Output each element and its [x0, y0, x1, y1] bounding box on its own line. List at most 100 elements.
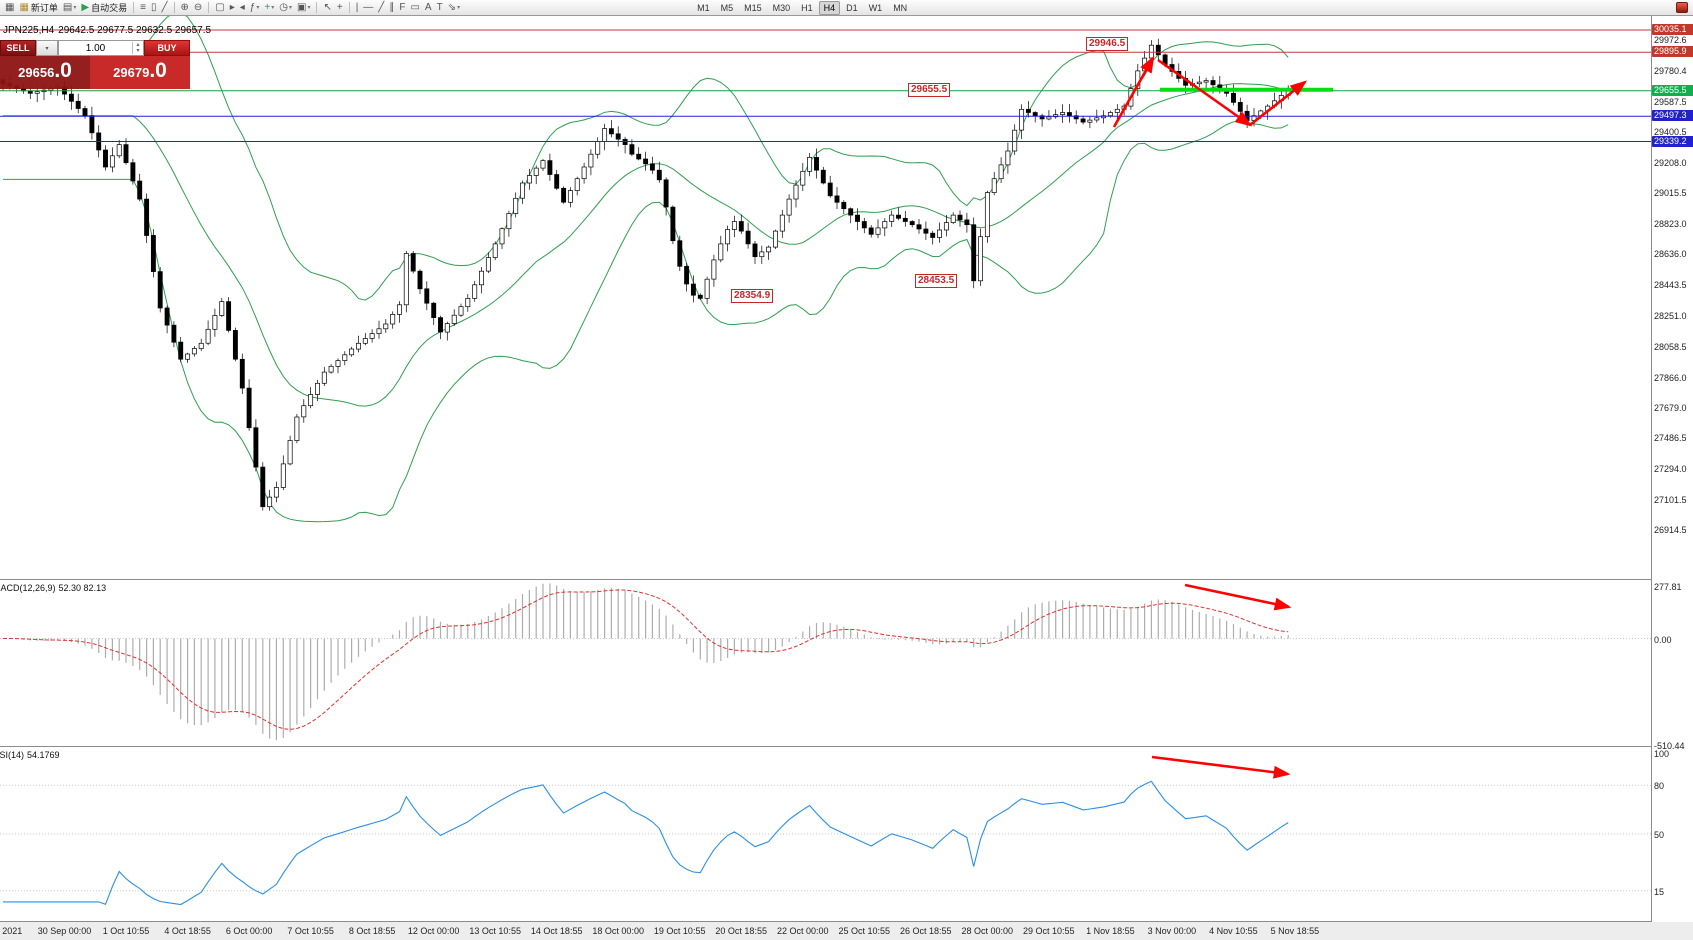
auto-trading-button[interactable]: ▶ 自动交易	[79, 1, 129, 15]
axis-tick-label: 0.00	[1654, 634, 1672, 645]
text-label-icon[interactable]: T	[435, 1, 445, 15]
toolbar-separator	[173, 2, 175, 13]
new-order-button[interactable]: ▦ 新订单	[17, 1, 59, 15]
chart-shift-icon[interactable]: ◂	[238, 1, 247, 15]
rsi-label: RSI(14)54.1769	[0, 750, 63, 760]
price-callout[interactable]: 28453.5	[915, 274, 958, 288]
macd-panel[interactable]: MACD(12,26,9)52.30 82.13	[0, 580, 1652, 746]
buy-price-display[interactable]: 29679.0	[90, 56, 190, 89]
fibonacci-icon[interactable]: F	[397, 1, 407, 15]
sell-price-display[interactable]: 29656.0	[0, 56, 90, 89]
horizontal-line-icon[interactable]: ―	[361, 1, 375, 15]
bar-chart-icon[interactable]: ≡	[138, 1, 148, 15]
zoom-in-icon[interactable]: ⊕	[179, 1, 191, 15]
axis-tick-label: 28636.0	[1654, 249, 1687, 260]
price-callout[interactable]: 29655.5	[908, 83, 951, 97]
stepper-up-icon[interactable]: ▴	[136, 42, 140, 48]
panel-separator	[0, 921, 1693, 922]
price-callout[interactable]: 28354.9	[731, 289, 774, 303]
rsi-panel[interactable]: RSI(14)54.1769	[0, 747, 1652, 921]
sell-price-int: 29656	[18, 65, 55, 80]
time-tick-label: 19 Oct 10:55	[653, 926, 706, 936]
time-axis[interactable]: Sep 2021 30 Sep 00:00 1 Oct 10:55 4 Oct 18:…	[0, 922, 1693, 940]
timeframe-group: M1 M5 M15 M30 H1 H4 D1 W1 MN	[692, 0, 912, 15]
time-tick-label: 6 Oct 00:00	[225, 926, 273, 936]
time-tick-label: 1 Oct 10:55	[102, 926, 150, 936]
horizontal-price-lines	[0, 29, 1652, 142]
rsi-name: RSI(14)	[0, 750, 25, 760]
axis-tick-label: 29400.5	[1654, 126, 1687, 137]
price-chart[interactable]	[0, 11, 1652, 579]
trendline-icon[interactable]: ╱	[376, 1, 386, 15]
arrow-objects-icon[interactable]: ⇘ ▾	[446, 1, 462, 15]
stepper-down-icon[interactable]: ▾	[136, 48, 140, 54]
timeframe-m15-button[interactable]: M15	[744, 2, 762, 13]
price-callout[interactable]: 29946.5	[1086, 37, 1129, 51]
macd-signal-line	[3, 589, 1289, 730]
volume-stepper[interactable]: ▴ ▾	[132, 42, 143, 54]
time-tick-label: 30 Sep 00:00	[37, 926, 92, 936]
equidistant-channel-icon[interactable]: ∥	[387, 1, 396, 15]
timeframe-h1-button[interactable]: H1	[801, 2, 813, 13]
chevron-down-icon: ▾	[307, 5, 311, 11]
volume-field[interactable]: ▴▾	[58, 40, 144, 56]
axis-tick-label: 27486.5	[1654, 433, 1687, 444]
indicators-icon[interactable]: ƒ ▾	[248, 1, 262, 15]
time-tick-label: Sep 2021	[0, 926, 23, 936]
buy-price-int: 29679	[113, 65, 150, 80]
axis-tick-label: 29208.0	[1654, 157, 1687, 168]
shapes-icon[interactable]: ▭	[408, 1, 421, 15]
tile-windows-icon[interactable]: ▢	[213, 1, 226, 15]
axis-tick-label: 28823.0	[1654, 219, 1687, 230]
candlesticks	[0, 38, 1291, 511]
timeframe-m1-button[interactable]: M1	[697, 2, 710, 13]
timeframe-h4-button[interactable]: H4	[818, 0, 841, 15]
crosshair-icon[interactable]: +	[335, 1, 345, 15]
axis-tick-label: 277.81	[1654, 582, 1682, 592]
timeframe-m30-button[interactable]: M30	[772, 2, 791, 13]
candlestick-chart-icon[interactable]: ▯	[149, 1, 159, 15]
timeframe-mn-button[interactable]: MN	[893, 2, 908, 13]
timeframe-d1-button[interactable]: D1	[846, 2, 858, 13]
timeframe-m5-button[interactable]: M5	[720, 2, 734, 13]
macd-name: MACD(12,26,9)	[0, 583, 56, 593]
auto-trading-button: ▶	[81, 1, 90, 13]
time-tick-label: 18 Oct 00:00	[592, 926, 644, 936]
axis-tick-label: 28058.5	[1654, 341, 1687, 352]
auto-scroll-icon[interactable]: ▸	[228, 1, 237, 15]
volume-dropdown-button[interactable]: ▾	[36, 40, 58, 56]
axis-tick-label: 28251.0	[1654, 310, 1687, 321]
zoom-out-icon[interactable]: ⊖	[192, 1, 204, 15]
sell-button[interactable]: SELL	[0, 40, 36, 56]
vertical-line-icon[interactable]: |	[354, 1, 361, 15]
new-chart-icon[interactable]: ▦	[3, 1, 16, 15]
add-indicator-icon[interactable]: + ▾	[262, 1, 276, 15]
line-chart-icon[interactable]: ╱	[159, 1, 169, 15]
time-tick-label: 1 Nov 18:55	[1086, 926, 1135, 936]
new-order-button: ▦	[19, 1, 29, 13]
templates-icon[interactable]: ▣ ▾	[295, 1, 312, 15]
text-icon[interactable]: A	[423, 1, 434, 15]
buy-button[interactable]: BUY	[144, 40, 190, 56]
line-chart-icon: ╱	[161, 1, 168, 13]
price-axis[interactable]: 29972.6 29780.4 29587.5 29400.5 29208.0 29015…	[1651, 16, 1693, 922]
trendline-icon: ╱	[378, 1, 385, 13]
chart-profiles-icon[interactable]: ▤ ▾	[61, 1, 78, 15]
alert-icon[interactable]	[1676, 2, 1688, 13]
toolbar-separator	[208, 2, 210, 13]
panel-separator[interactable]	[0, 579, 1693, 580]
time-tick-label: 13 Oct 10:55	[469, 926, 521, 936]
axis-tick-label: 29780.4	[1654, 65, 1687, 76]
timeframe-w1-button[interactable]: W1	[868, 2, 883, 13]
bar-chart-icon: ≡	[140, 1, 146, 13]
axis-tick-label: 27679.0	[1654, 402, 1687, 413]
main-chart-panel[interactable]: JPN225,H4 29642.5 29677.5 29632.5 29657.5…	[0, 11, 1652, 579]
time-tick-label: 5 Nov 18:55	[1270, 926, 1320, 936]
panel-separator[interactable]	[0, 746, 1693, 747]
new-order-button-label: 新订单	[30, 3, 58, 13]
periods-icon[interactable]: ◷ ▾	[277, 1, 294, 15]
time-tick-label: 14 Oct 18:55	[530, 926, 583, 936]
volume-input[interactable]	[59, 42, 132, 54]
cursor-icon[interactable]: ↖	[321, 1, 333, 15]
